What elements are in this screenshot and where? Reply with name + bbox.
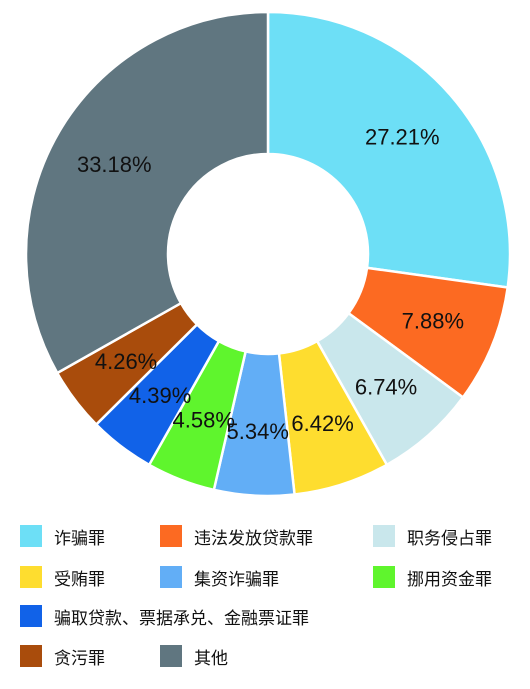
slice-value-label-6: 4.39%	[129, 383, 191, 408]
slice-value-label-0: 27.21%	[365, 125, 440, 150]
slice-value-label-1: 7.88%	[402, 309, 464, 334]
slice-value-label-7: 4.26%	[95, 349, 157, 374]
legend-swatch	[20, 605, 42, 627]
legend-swatch	[20, 566, 42, 588]
legend-item-fraud: 诈骗罪	[20, 523, 105, 549]
slice-value-label-8: 33.18%	[77, 152, 152, 177]
slice-value-label-2: 6.74%	[355, 375, 417, 400]
legend-item-bribery: 受贿罪	[20, 564, 105, 590]
legend-label: 其他	[194, 648, 228, 669]
donut-slice-0	[266, 10, 512, 289]
legend-label: 职务侵占罪	[407, 528, 492, 549]
donut-chart: 27.21% 7.88% 6.74%6.42%5.34%4.58%4.39% 4.26…	[24, 10, 512, 498]
legend-swatch	[160, 566, 182, 588]
slices	[24, 10, 512, 498]
slice-value-label-3: 6.42%	[291, 411, 353, 436]
donut-slice-8	[24, 10, 270, 375]
legend: 诈骗罪 违法发放贷款罪 职务侵占罪 受贿罪 集资诈骗罪 挪用资金罪 骗取贷款、票…	[0, 512, 530, 689]
legend-label: 受贿罪	[54, 569, 105, 590]
legend-swatch	[373, 566, 395, 588]
legend-item-corruption: 贪污罪	[20, 643, 105, 669]
legend-item-illegal-loans: 违法发放贷款罪	[160, 523, 313, 549]
slice-value-label-5: 4.58%	[173, 407, 235, 432]
legend-label: 挪用资金罪	[407, 569, 492, 590]
legend-label: 贪污罪	[54, 648, 105, 669]
slice-labels: 27.21% 7.88% 6.74%6.42%5.34%4.58%4.39% 4.26…	[77, 125, 464, 445]
legend-item-fundraising-fraud: 集资诈骗罪	[160, 564, 279, 590]
legend-item-embezzlement-duty: 职务侵占罪	[373, 523, 492, 549]
legend-swatch	[20, 525, 42, 547]
legend-swatch	[160, 525, 182, 547]
slice-value-label-4: 5.34%	[227, 419, 289, 444]
legend-label: 集资诈骗罪	[194, 569, 279, 590]
legend-item-loan-fraud: 骗取贷款、票据承兑、金融票证罪	[20, 603, 309, 629]
legend-swatch	[160, 645, 182, 667]
legend-label: 违法发放贷款罪	[194, 528, 313, 549]
legend-item-other: 其他	[160, 643, 228, 669]
legend-label: 诈骗罪	[54, 528, 105, 549]
legend-item-misappropriation: 挪用资金罪	[373, 564, 492, 590]
legend-label: 骗取贷款、票据承兑、金融票证罪	[54, 608, 309, 629]
legend-swatch	[20, 645, 42, 667]
legend-swatch	[373, 525, 395, 547]
